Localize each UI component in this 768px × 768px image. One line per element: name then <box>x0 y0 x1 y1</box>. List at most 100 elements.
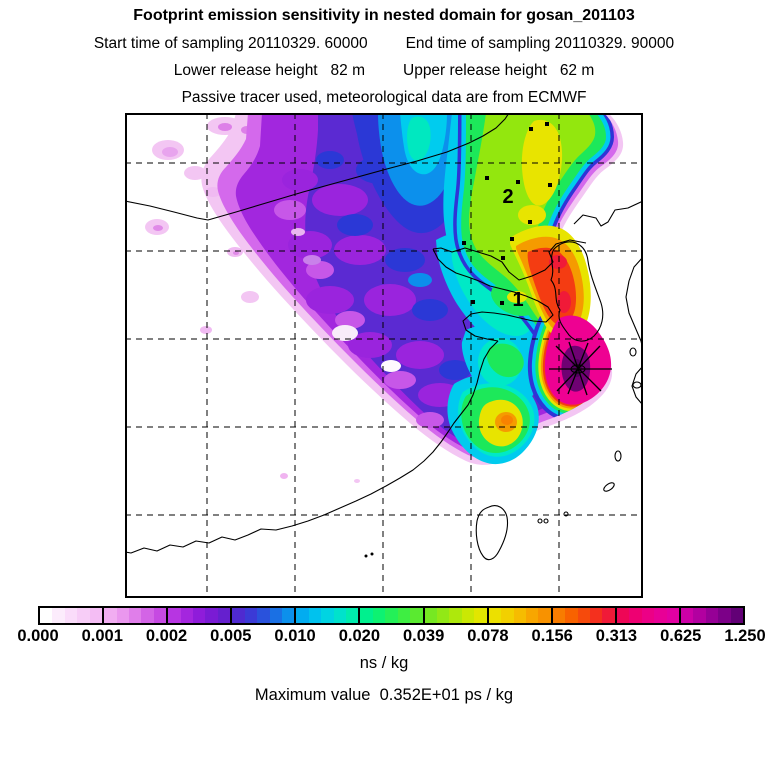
colorbar-cell <box>410 608 423 623</box>
colorbar-cell <box>488 608 502 623</box>
colorbar-cell <box>424 608 437 623</box>
colorbar-tick-label: 0.010 <box>274 627 316 645</box>
colorbar-cell <box>104 608 117 623</box>
colorbar-segment <box>424 608 489 623</box>
marker-label-1: 1 <box>512 289 523 311</box>
colorbar-cell <box>705 608 719 623</box>
colorbar-segment <box>296 608 361 623</box>
colorbar-tick-label: 0.078 <box>467 627 509 645</box>
max-value-text: Maximum value 0.352E+01 ps / kg <box>254 686 514 704</box>
colorbar-cell <box>513 608 526 623</box>
colorbar-cell <box>346 608 359 623</box>
colorbar-cell <box>680 608 694 623</box>
island <box>537 518 543 524</box>
coast-shandong <box>432 248 554 342</box>
island <box>614 450 622 462</box>
island <box>543 518 549 524</box>
island <box>632 381 642 389</box>
start-time-text: Start time of sampling 20110329. 60000 <box>93 35 368 52</box>
subtitle-release-height: Lower release height 82 m Upper release h… <box>0 62 768 80</box>
colorbar-tick-label: 0.020 <box>338 627 381 645</box>
colorbar-cell <box>333 608 347 623</box>
colorbar-cell <box>590 608 603 623</box>
colorbar-cell <box>629 608 642 623</box>
lower-release-text: Lower release height 82 m <box>173 62 365 79</box>
colorbar-cell <box>385 608 398 623</box>
border-china-mongolia <box>124 112 510 221</box>
colorbar-segment <box>168 608 233 623</box>
colorbar-cell <box>693 608 706 623</box>
colorbar-cell <box>397 608 411 623</box>
colorbar-cell <box>372 608 386 623</box>
coast-taiwan <box>475 505 509 561</box>
pale-patches <box>145 117 360 483</box>
marker-label-2: 2 <box>502 186 513 208</box>
colorbar-segment <box>488 608 553 623</box>
colorbar-cell <box>666 608 679 623</box>
end-time-text: End time of sampling 20110329. 90000 <box>405 35 675 52</box>
colorbar-tick-label: 0.002 <box>145 627 188 645</box>
colorbar-cell <box>360 608 373 623</box>
colorbar-ticks: 0.000 0.001 0.002 0.005 0.010 0.020 0.039 0.078… <box>0 627 768 647</box>
coast-russia <box>573 200 644 227</box>
island <box>629 347 637 357</box>
coast-japan-west <box>625 256 644 351</box>
colorbar-tick-label: 0.625 <box>660 627 702 645</box>
map-plot: 2 1 <box>124 112 644 598</box>
colorbar-cell <box>296 608 309 623</box>
subtitle-sampling: Start time of sampling 20110329. 60000 En… <box>0 35 768 53</box>
contour-map-svg: 2 1 <box>124 112 644 598</box>
colorbar-cell <box>232 608 245 623</box>
colorbar-segment <box>360 608 425 623</box>
colorbar-cell <box>40 608 53 623</box>
colorbar-cell <box>577 608 591 623</box>
colorbar-tick-label: 0.039 <box>402 627 445 645</box>
coastlines <box>124 112 644 561</box>
colorbar-tick-label: 0.001 <box>81 627 123 645</box>
coast-china-south <box>124 340 499 554</box>
colorbar-segment <box>616 608 681 623</box>
plot-title: Footprint emission sensitivity in nested… <box>133 7 635 24</box>
colorbar-tick-label: 0.000 <box>17 627 59 645</box>
colorbar-cell <box>244 608 258 623</box>
colorbar-cell <box>308 608 322 623</box>
colorbar-cell <box>449 608 462 623</box>
colorbar-cell <box>128 608 142 623</box>
colorbar-cell <box>153 608 167 623</box>
colorbar-cell <box>205 608 218 623</box>
colorbar-cell <box>538 608 551 623</box>
colorbar-segment <box>680 608 744 623</box>
colorbar-cell <box>116 608 129 623</box>
colorbar-tick-label: 0.005 <box>210 627 252 645</box>
colorbar-cell <box>89 608 103 623</box>
coast-korea <box>550 241 604 342</box>
upper-release-text: Upper release height 62 m <box>403 62 595 79</box>
colorbar-cell <box>180 608 194 623</box>
colorbar-cell <box>718 608 731 623</box>
colorbar-cell <box>552 608 566 623</box>
colorbar-cell <box>654 608 667 623</box>
colorbar-tick-label: 0.313 <box>595 627 638 645</box>
colorbar-cell <box>474 608 487 623</box>
colorbar-cell <box>565 608 578 623</box>
colorbar-cell <box>141 608 154 623</box>
colorbar-cell <box>616 608 630 623</box>
colorbar-cell <box>602 608 615 623</box>
colorbar-cell <box>641 608 655 623</box>
colorbar-cell <box>257 608 270 623</box>
colorbar-unit: ns / kg <box>359 654 409 672</box>
colorbar-cell <box>730 608 744 623</box>
colorbar-cell <box>52 608 65 623</box>
colorbar-tick-label: 1.250 <box>724 627 766 645</box>
map-frame <box>125 113 643 598</box>
coast-kyushu <box>631 365 644 405</box>
colorbar-tick-label: 0.156 <box>531 627 573 645</box>
colorbar-cell <box>321 608 334 623</box>
colorbar-cell <box>217 608 231 623</box>
colorbar-segment <box>232 608 297 623</box>
colorbar-cell <box>77 608 90 623</box>
island <box>603 482 615 492</box>
receptor-star-icon <box>549 341 612 396</box>
colorbar-cell <box>168 608 181 623</box>
